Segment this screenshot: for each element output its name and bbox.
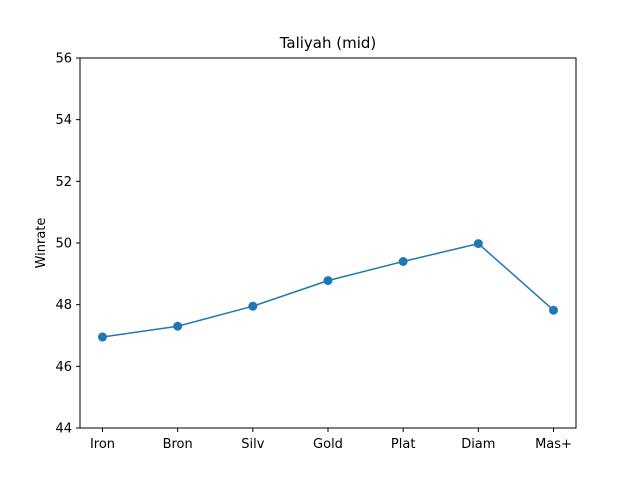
plot-area [80, 58, 576, 428]
data-point [398, 257, 408, 266]
y-tick-label: 52 [55, 175, 72, 190]
data-point [173, 321, 183, 331]
plot-frame [79, 57, 577, 429]
x-tick-label: Mas+ [535, 437, 572, 452]
x-tick-label: Plat [391, 437, 416, 452]
y-tick-label: 54 [55, 113, 72, 128]
series-layer [98, 239, 558, 342]
y-tick-label: 50 [55, 237, 72, 252]
y-ticks: 44 46 48 50 52 54 56 [55, 52, 80, 437]
data-point [323, 276, 333, 286]
x-tick-label: Diam [461, 437, 495, 452]
y-tick-label: 48 [55, 298, 72, 313]
y-tick-label: 46 [55, 360, 72, 375]
data-point [98, 332, 107, 342]
x-tick-label: Bron [163, 437, 193, 452]
x-ticks: Iron Bron Silv Gold Plat Diam Mas+ [90, 428, 572, 452]
y-tick-label: 56 [55, 52, 72, 67]
y-axis-label: Winrate [34, 218, 49, 269]
y-tick-label: 44 [55, 422, 72, 437]
x-tick-label: Iron [90, 437, 115, 452]
data-point [248, 301, 258, 311]
data-point [473, 239, 483, 249]
x-tick-label: Gold [313, 437, 343, 452]
x-tick-label: Silv [241, 437, 264, 452]
data-point [549, 305, 558, 315]
chart-title: Taliyah (mid) [279, 34, 377, 52]
